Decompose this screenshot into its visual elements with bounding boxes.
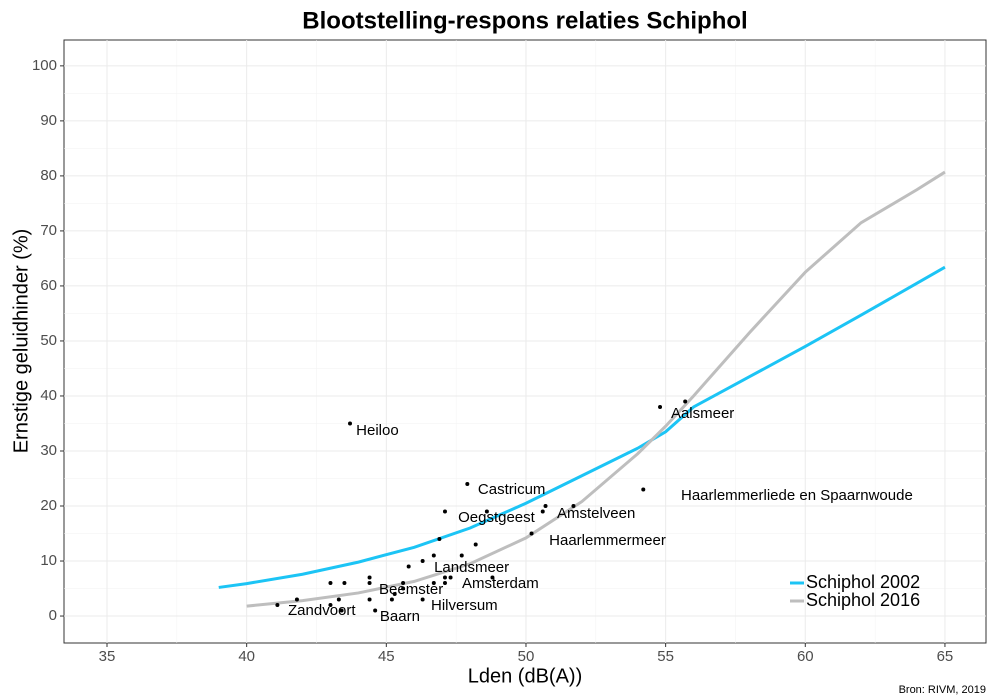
annotation: Amsterdam (462, 575, 539, 592)
annotation: Heiloo (356, 422, 399, 439)
data-point (294, 597, 299, 602)
data-point (342, 581, 347, 586)
data-point (275, 603, 280, 608)
x-tick-label: 55 (657, 648, 674, 665)
data-point (683, 399, 688, 404)
data-point (348, 421, 353, 426)
annotation: Aalsmeer (671, 405, 734, 422)
caption: Bron: RIVM, 2019 (899, 684, 986, 696)
data-point (442, 509, 447, 514)
y-tick-label: 40 (40, 387, 57, 404)
data-point (543, 504, 548, 509)
x-tick-label: 65 (937, 648, 954, 665)
y-axis-label: Ernstige geluidhinder (%) (10, 229, 32, 454)
data-point (392, 592, 397, 597)
x-tick-label: 40 (238, 648, 255, 665)
data-point (571, 504, 576, 509)
data-point (473, 542, 478, 547)
annotation: Castricum (478, 481, 546, 498)
annotation: Haarlemmermeer (549, 532, 666, 549)
curve (218, 265, 946, 589)
x-tick-label: 45 (378, 648, 395, 665)
data-point (328, 581, 333, 586)
data-point (420, 559, 425, 564)
x-tick-label: 60 (797, 648, 814, 665)
data-point (641, 487, 646, 492)
annotation: Beemster (379, 581, 443, 598)
plot-panel (63, 39, 987, 644)
data-point (367, 575, 372, 580)
y-tick-label: 0 (49, 607, 57, 624)
data-point (490, 575, 495, 580)
data-point (401, 581, 406, 586)
y-tick-label: 10 (40, 552, 57, 569)
data-point (367, 597, 372, 602)
data-point (465, 481, 470, 486)
data-point (389, 597, 394, 602)
data-point (420, 597, 425, 602)
data-point (442, 581, 447, 586)
data-point (401, 586, 406, 591)
chart-title: Blootstelling-respons relaties Schiphol (302, 7, 747, 34)
annotation: Baarn (380, 608, 420, 625)
y-tick-label: 80 (40, 167, 57, 184)
data-point (406, 564, 411, 569)
x-tick-label: 50 (518, 648, 535, 665)
data-point (459, 553, 464, 558)
annotation: Hilversum (431, 597, 498, 614)
data-point (540, 509, 545, 514)
y-tick-label: 90 (40, 112, 57, 129)
y-tick-label: 50 (40, 332, 57, 349)
y-tick-label: 60 (40, 277, 57, 294)
y-tick-label: 70 (40, 222, 57, 239)
y-tick-label: 20 (40, 497, 57, 514)
annotation: Oegstgeest (458, 509, 536, 526)
data-point (658, 404, 663, 409)
annotation: Landsmeer (434, 559, 509, 576)
curve (246, 170, 946, 608)
data-point (431, 581, 436, 586)
annotation: Amstelveen (557, 505, 635, 522)
x-axis-label: Lden (dB(A)) (468, 665, 583, 687)
data-point (431, 553, 436, 558)
data-point (328, 603, 333, 608)
data-point (448, 575, 453, 580)
data-point (336, 597, 341, 602)
annotation: Haarlemmerliede en Spaarnwoude (681, 487, 913, 504)
annotation: Zandvoort (288, 602, 356, 619)
data-point (339, 608, 344, 613)
y-tick-label: 30 (40, 442, 57, 459)
data-point (437, 537, 442, 542)
data-point (367, 581, 372, 586)
x-tick-label: 35 (99, 648, 116, 665)
data-point (373, 608, 378, 613)
legend-label: Schiphol 2002 (806, 572, 920, 592)
data-point (442, 575, 447, 580)
legend-label: Schiphol 2016 (806, 590, 920, 610)
data-point (484, 509, 489, 514)
data-point (529, 531, 534, 536)
y-tick-label: 100 (32, 57, 57, 74)
